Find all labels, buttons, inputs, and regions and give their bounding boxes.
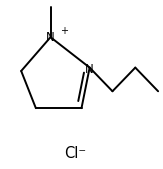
Text: N: N (85, 63, 94, 76)
Text: +: + (59, 26, 68, 36)
Text: N: N (46, 31, 55, 44)
Text: Cl⁻: Cl⁻ (64, 146, 86, 161)
